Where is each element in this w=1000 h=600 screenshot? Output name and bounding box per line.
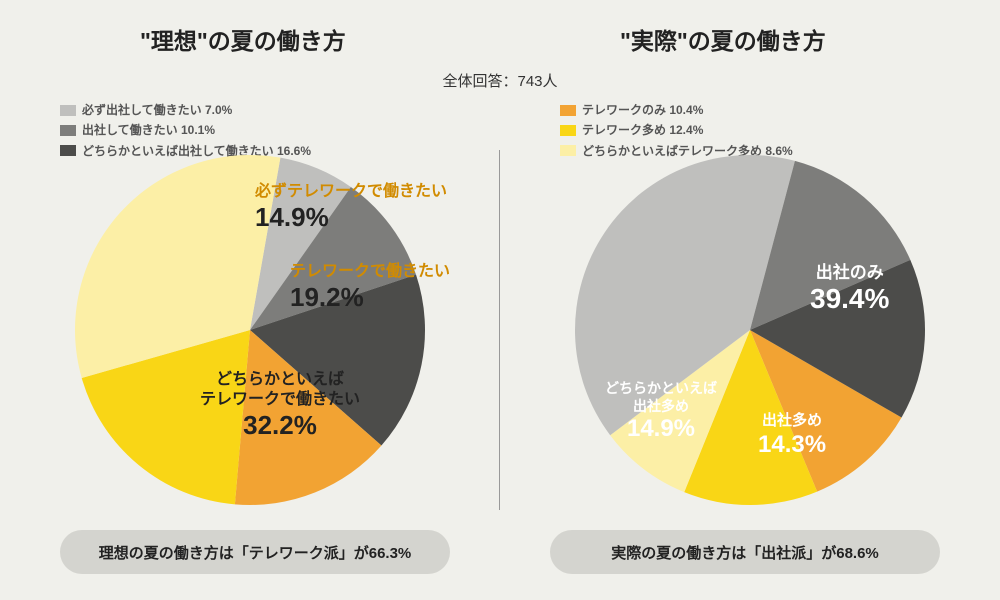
callout-must-telework: 必ずテレワークで働きたい 14.9% [255, 182, 447, 233]
right-summary-pill: 実際の夏の働き方は「出社派」が68.6% [550, 530, 940, 574]
callout-office-more: 出社多め 14.3% [758, 412, 826, 459]
left-summary-pill: 理想の夏の働き方は「テレワーク派」が66.3% [60, 530, 450, 574]
left-pie-chart [0, 0, 500, 520]
callout-telework: テレワークで働きたい 19.2% [290, 262, 450, 313]
right-pie-chart [500, 0, 1000, 520]
callout-office-only: 出社のみ 39.4% [810, 262, 889, 315]
callout-lean-telework: どちらかといえば テレワークで働きたい 32.2% [170, 370, 390, 441]
callout-lean-office: どちらかといえば 出社多め 14.9% [605, 380, 717, 443]
